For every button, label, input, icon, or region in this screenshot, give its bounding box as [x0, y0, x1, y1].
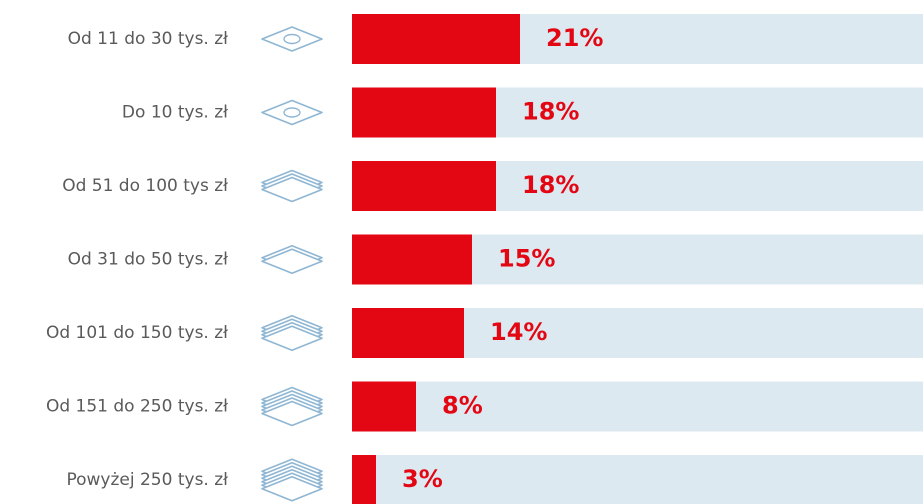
value-label: 21% [546, 24, 603, 52]
bill [261, 99, 323, 126]
category-label: Od 51 do 100 tys zł [62, 176, 228, 196]
bill [261, 325, 323, 352]
bar [352, 14, 520, 64]
category-label: Do 10 tys. zł [122, 103, 228, 123]
value-label: 18% [522, 171, 579, 199]
category-label: Od 101 do 150 tys. zł [46, 323, 228, 343]
bar-track [352, 455, 923, 504]
money-icon [261, 99, 323, 126]
money-icon [261, 244, 323, 275]
money-icon [261, 169, 323, 203]
bar [352, 87, 496, 138]
bar [352, 161, 496, 211]
value-label: 18% [522, 98, 579, 126]
value-label: 3% [402, 465, 443, 493]
value-label: 14% [490, 318, 547, 346]
money-icon [261, 458, 323, 502]
bar [352, 381, 416, 432]
bill [261, 26, 323, 52]
category-label: Powyżej 250 tys. zł [66, 470, 228, 490]
bill-center [283, 33, 301, 45]
bar [352, 455, 376, 504]
money-icon [261, 314, 323, 352]
bill [261, 176, 323, 203]
money-icon [261, 386, 323, 427]
category-label: Od 151 do 250 tys. zł [46, 397, 228, 417]
money-icon [261, 26, 323, 52]
bill [261, 475, 323, 502]
bill [261, 400, 323, 427]
value-label: 8% [442, 392, 483, 420]
bar [352, 234, 472, 285]
category-label: Od 11 do 30 tys. zł [68, 29, 229, 49]
bill [261, 248, 323, 275]
value-label: 15% [498, 245, 555, 273]
bar [352, 308, 464, 358]
bill-center [283, 107, 301, 118]
bar-track [352, 381, 923, 432]
category-label: Od 31 do 50 tys. zł [68, 250, 229, 270]
